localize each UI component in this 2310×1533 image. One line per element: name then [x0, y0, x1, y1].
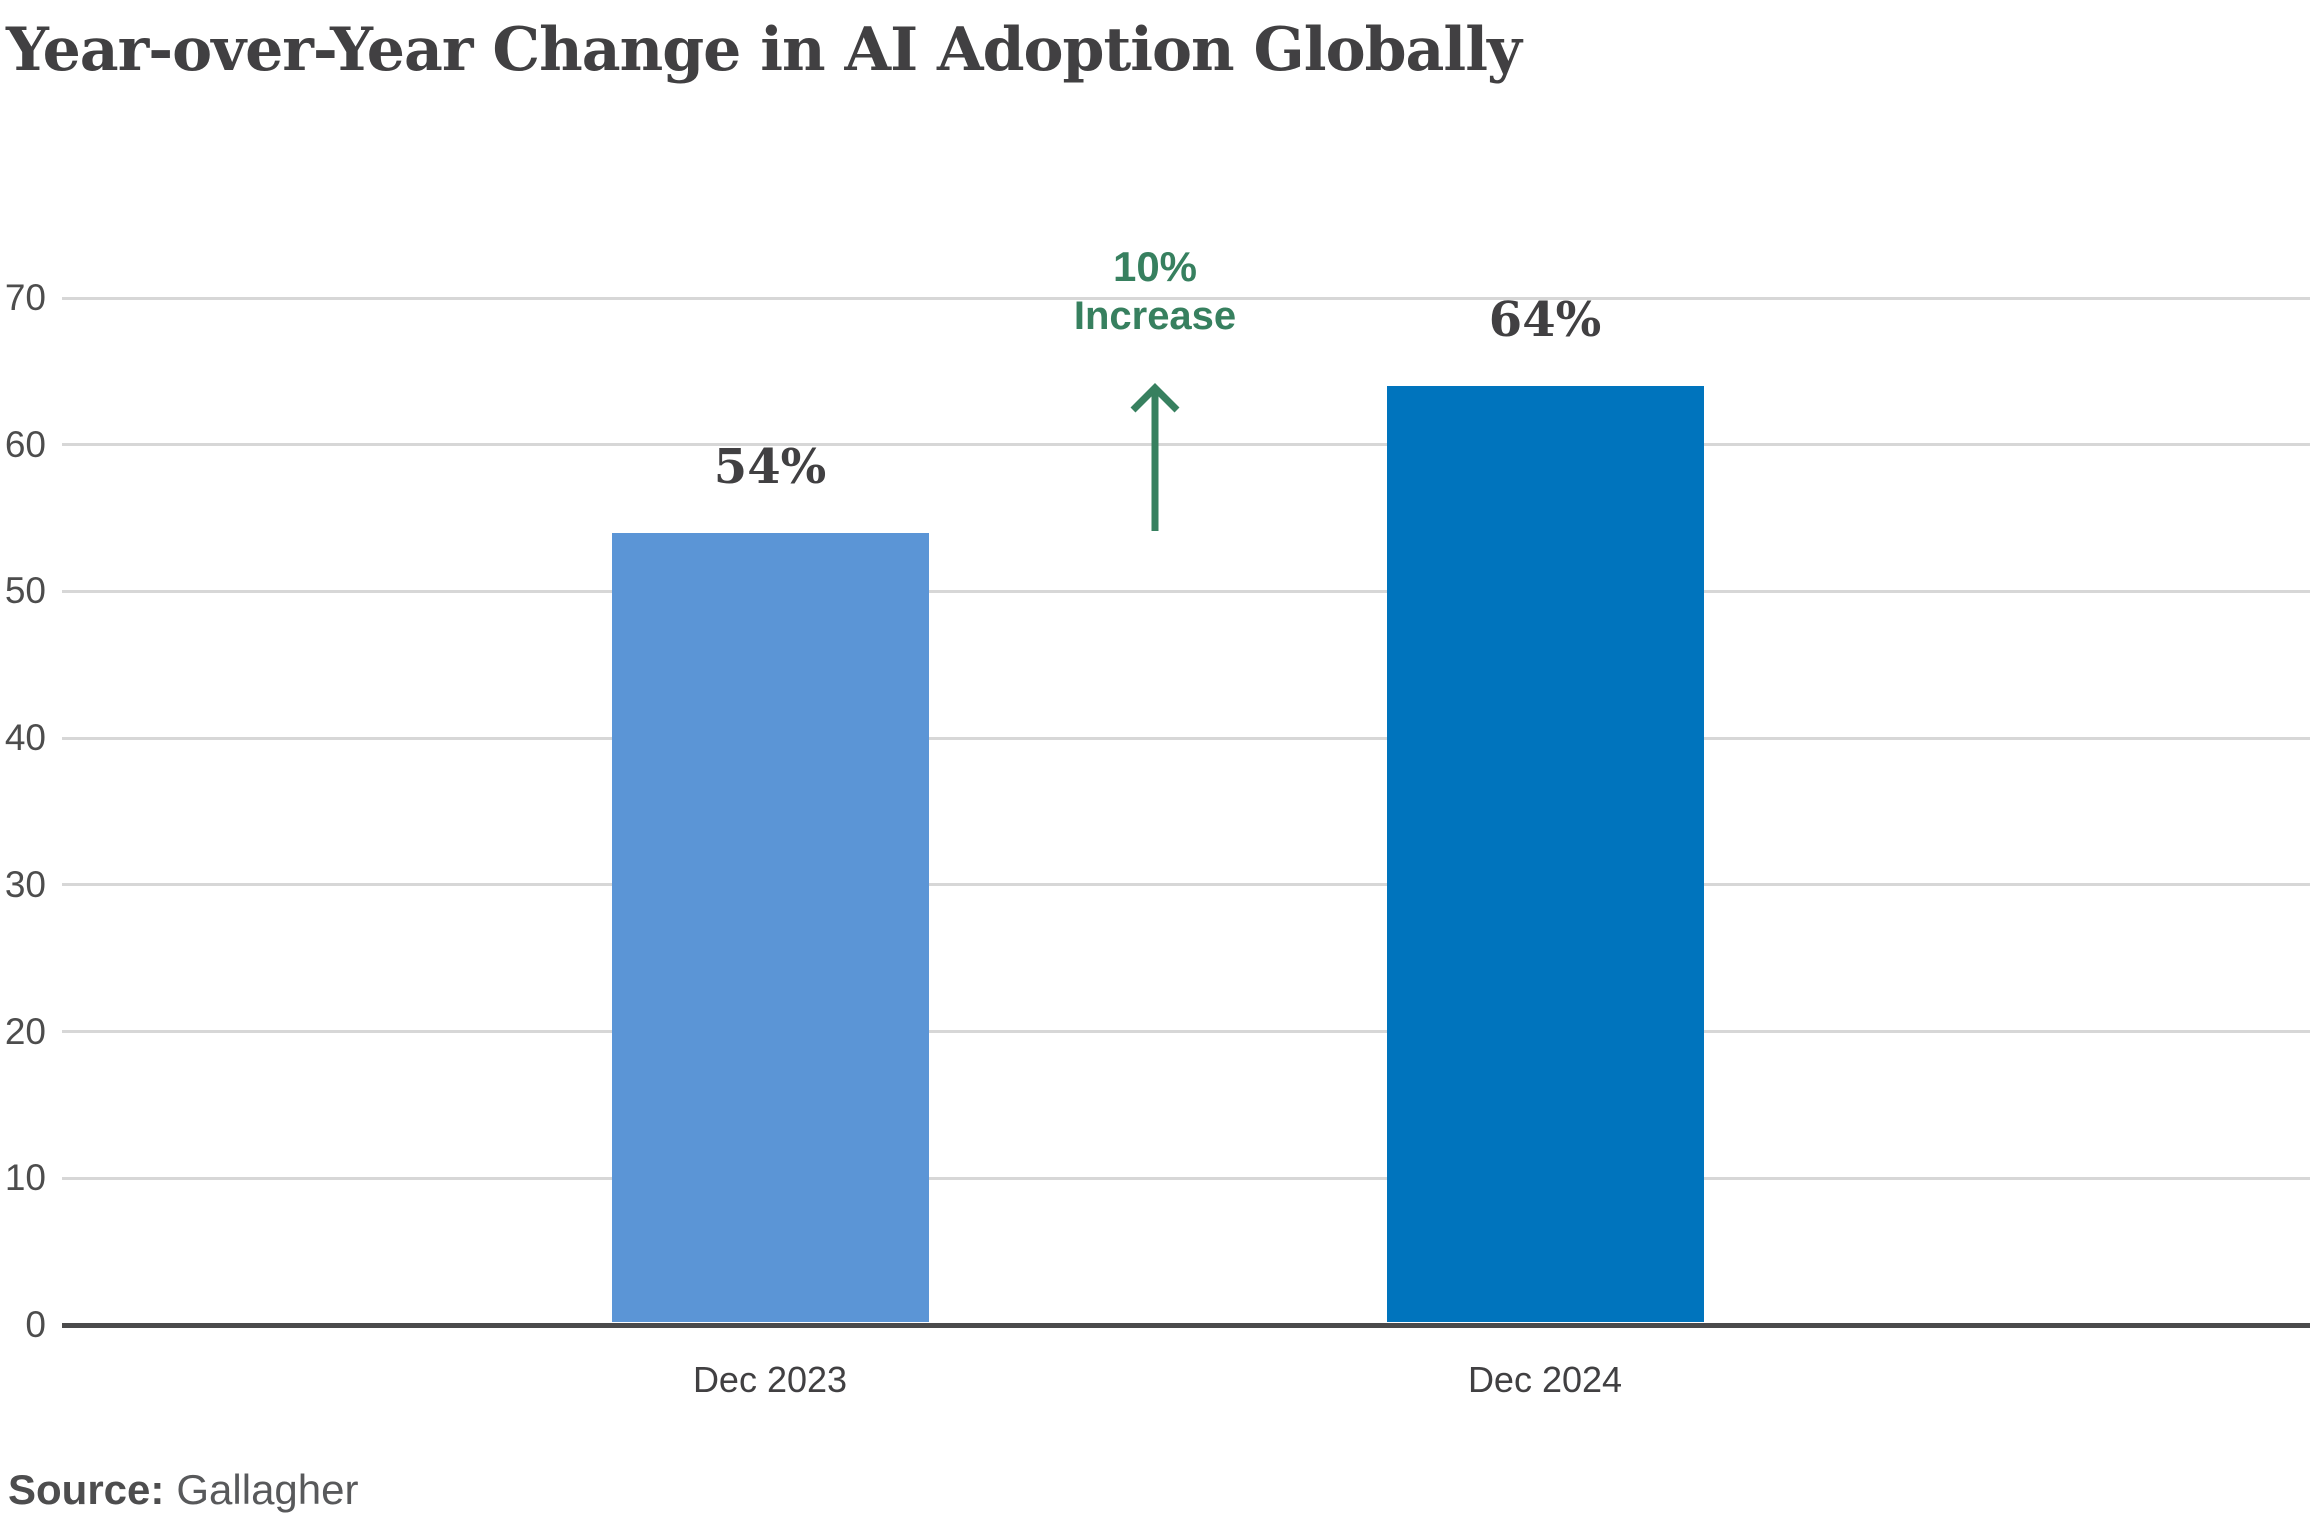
- x-axis-label: Dec 2024: [1467, 1359, 1623, 1400]
- bar-value-label: 54%: [713, 438, 827, 495]
- increase-annotation: 10% Increase: [955, 242, 1355, 340]
- gridline-20: [62, 1030, 2310, 1034]
- y-tick-label: 50: [4, 570, 46, 612]
- y-tick-label: 30: [4, 863, 46, 905]
- annotation-value: 10%: [1112, 243, 1198, 290]
- y-tick-label: 40: [4, 717, 46, 759]
- up-arrow-icon: [1130, 383, 1180, 531]
- gridline-40: [62, 736, 2310, 740]
- source-value: Gallagher: [176, 1466, 359, 1513]
- gridline-50: [62, 589, 2310, 593]
- x-axis-label: Dec 2023: [692, 1359, 848, 1400]
- gridline-10: [62, 1176, 2310, 1180]
- x-axis-baseline: [62, 1322, 2310, 1328]
- gridline-30: [62, 883, 2310, 887]
- annotation-label: Increase: [1073, 294, 1237, 338]
- chart-title: Year-over-Year Change in AI Adoption Glo…: [6, 15, 1522, 85]
- gridline-70: [62, 296, 2310, 300]
- bar-dec-2024: [1386, 386, 1704, 1323]
- y-tick-label: 20: [4, 1010, 46, 1052]
- source-label: Source:: [8, 1466, 165, 1513]
- y-tick-label: 70: [4, 277, 46, 318]
- bar-value-label: 64%: [1488, 292, 1602, 349]
- gridline-60: [62, 443, 2310, 447]
- y-tick-label: 60: [4, 423, 46, 465]
- y-tick-label: 10: [4, 1157, 46, 1199]
- source-note: Source: Gallagher: [8, 1464, 358, 1516]
- bar-dec-2023: [611, 532, 929, 1323]
- y-tick-label: 0: [25, 1304, 46, 1345]
